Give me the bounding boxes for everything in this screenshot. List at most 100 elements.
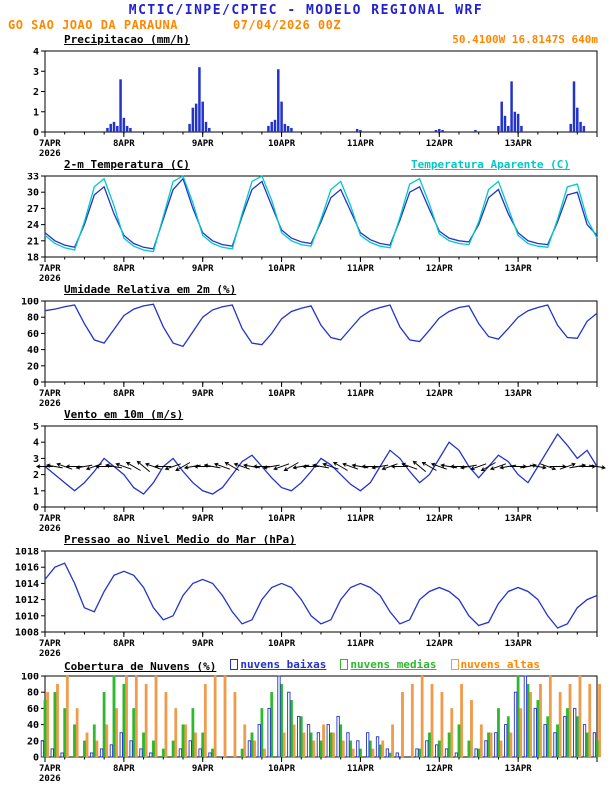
svg-text:7APR: 7APR	[39, 139, 61, 149]
svg-text:11APR: 11APR	[347, 514, 375, 524]
svg-text:9APR: 9APR	[192, 764, 214, 774]
svg-text:13APR: 13APR	[505, 764, 533, 774]
svg-text:1008: 1008	[15, 628, 39, 639]
panel-cloud-cover-head: Cobertura de Nuvens (%) nuvens baixas nu…	[64, 658, 598, 673]
svg-text:80: 80	[27, 688, 39, 699]
run-datetime: 07/04/2026 00Z	[232, 18, 342, 32]
panel-temperature-head: 2-m Temperatura (C) Temperatura Aparente…	[64, 158, 598, 173]
svg-text:4: 4	[33, 438, 39, 449]
panel-cloud-cover: Cobertura de Nuvens (%) nuvens baixas nu…	[0, 658, 612, 783]
svg-text:9APR: 9APR	[192, 264, 214, 274]
svg-text:9APR: 9APR	[192, 514, 214, 524]
svg-text:100: 100	[21, 298, 39, 308]
svg-text:7APR: 7APR	[39, 764, 61, 774]
svg-text:8APR: 8APR	[113, 514, 135, 524]
svg-text:3: 3	[33, 454, 39, 465]
svg-text:12APR: 12APR	[426, 639, 454, 649]
svg-text:2: 2	[33, 470, 39, 481]
panel-temperature: 2-m Temperatura (C) Temperatura Aparente…	[0, 158, 612, 283]
svg-text:10APR: 10APR	[268, 514, 296, 524]
svg-text:40: 40	[27, 720, 39, 731]
svg-text:2026: 2026	[39, 774, 61, 783]
page-subtitle: GO SAO JOAO DA PARAUNA 07/04/2026 00Z	[0, 18, 612, 33]
legend-mid-clouds-label: nuvens medias	[350, 658, 437, 671]
svg-text:21: 21	[27, 236, 39, 247]
svg-text:7APR: 7APR	[39, 389, 61, 399]
svg-text:12APR: 12APR	[426, 514, 454, 524]
svg-text:8APR: 8APR	[113, 639, 135, 649]
svg-text:2026: 2026	[39, 149, 61, 158]
panel-humidity-head: Umidade Relativa em 2m (%)	[64, 283, 598, 298]
svg-text:12APR: 12APR	[426, 764, 454, 774]
svg-text:27: 27	[27, 204, 39, 215]
svg-text:11APR: 11APR	[347, 639, 375, 649]
panel-pressure: Pressao ao Nivel Medio do Mar (hPa) 1008…	[0, 533, 612, 658]
svg-text:0: 0	[33, 503, 39, 514]
panel-title-wind: Vento em 10m (m/s)	[64, 408, 184, 421]
svg-text:11APR: 11APR	[347, 764, 375, 774]
svg-text:8APR: 8APR	[113, 764, 135, 774]
svg-text:12APR: 12APR	[426, 139, 454, 149]
svg-text:10APR: 10APR	[268, 264, 296, 274]
svg-text:10APR: 10APR	[268, 764, 296, 774]
panel-humidity: Umidade Relativa em 2m (%) 0 20 40 60 80 100 7…	[0, 283, 612, 408]
svg-text:2026: 2026	[39, 649, 61, 658]
panel-pressure-head: Pressao ao Nivel Medio do Mar (hPa)	[64, 533, 598, 548]
svg-text:9APR: 9APR	[192, 389, 214, 399]
svg-text:100: 100	[21, 673, 39, 683]
panel-wind: Vento em 10m (m/s) 0 1 2 3 4 5 7APR 2026 8APR 9AP…	[0, 408, 612, 533]
svg-text:12APR: 12APR	[426, 389, 454, 399]
svg-text:10APR: 10APR	[268, 389, 296, 399]
svg-text:9APR: 9APR	[192, 639, 214, 649]
svg-text:1014: 1014	[15, 579, 39, 590]
svg-text:8APR: 8APR	[113, 139, 135, 149]
panel-title-temperature: 2-m Temperatura (C)	[64, 158, 190, 171]
svg-text:13APR: 13APR	[505, 514, 533, 524]
svg-text:7APR: 7APR	[39, 264, 61, 274]
svg-text:2: 2	[33, 87, 39, 98]
svg-text:8APR: 8APR	[113, 389, 135, 399]
svg-text:1010: 1010	[15, 611, 39, 622]
legend-high-clouds: nuvens altas	[450, 658, 540, 671]
svg-text:5: 5	[33, 423, 39, 433]
svg-text:2026: 2026	[39, 524, 61, 533]
svg-text:10APR: 10APR	[268, 639, 296, 649]
svg-text:8APR: 8APR	[113, 264, 135, 274]
location-label: 50.4100W 16.8147S 640m	[452, 33, 598, 46]
svg-text:33: 33	[27, 173, 39, 183]
panel-precipitation-head: Precipitacao (mm/h) 50.4100W 16.8147S 64…	[64, 33, 598, 48]
svg-text:1018: 1018	[15, 548, 39, 558]
legend-low-clouds-label: nuvens baixas	[240, 658, 327, 671]
svg-text:2026: 2026	[39, 274, 61, 283]
panel-wind-head: Vento em 10m (m/s)	[64, 408, 598, 423]
svg-text:24: 24	[27, 220, 39, 231]
svg-text:13APR: 13APR	[505, 264, 533, 274]
svg-text:60: 60	[27, 704, 39, 715]
svg-text:80: 80	[27, 313, 39, 324]
svg-text:2026: 2026	[39, 399, 61, 408]
svg-text:13APR: 13APR	[505, 639, 533, 649]
svg-text:3: 3	[33, 67, 39, 78]
legend-apparent-temperature: Temperatura Aparente (C)	[411, 158, 570, 171]
panel-title-cloud-cover: Cobertura de Nuvens (%)	[64, 660, 217, 673]
low-clouds-swatch-icon	[230, 659, 239, 670]
svg-text:7APR: 7APR	[39, 514, 61, 524]
panel-title-humidity: Umidade Relativa em 2m (%)	[64, 283, 237, 296]
svg-text:1016: 1016	[15, 563, 39, 574]
legend-mid-clouds: nuvens medias	[340, 658, 437, 671]
panel-title-precipitation: Precipitacao (mm/h)	[64, 33, 190, 46]
svg-text:12APR: 12APR	[426, 264, 454, 274]
svg-text:11APR: 11APR	[347, 264, 375, 274]
legend-low-clouds: nuvens baixas	[230, 658, 326, 671]
svg-text:30: 30	[27, 188, 39, 199]
svg-text:20: 20	[27, 736, 39, 747]
svg-text:1: 1	[33, 486, 39, 497]
station-name: GO SAO JOAO DA PARAUNA	[8, 18, 178, 32]
svg-text:13APR: 13APR	[505, 139, 533, 149]
svg-text:18: 18	[27, 253, 39, 264]
svg-text:40: 40	[27, 345, 39, 356]
